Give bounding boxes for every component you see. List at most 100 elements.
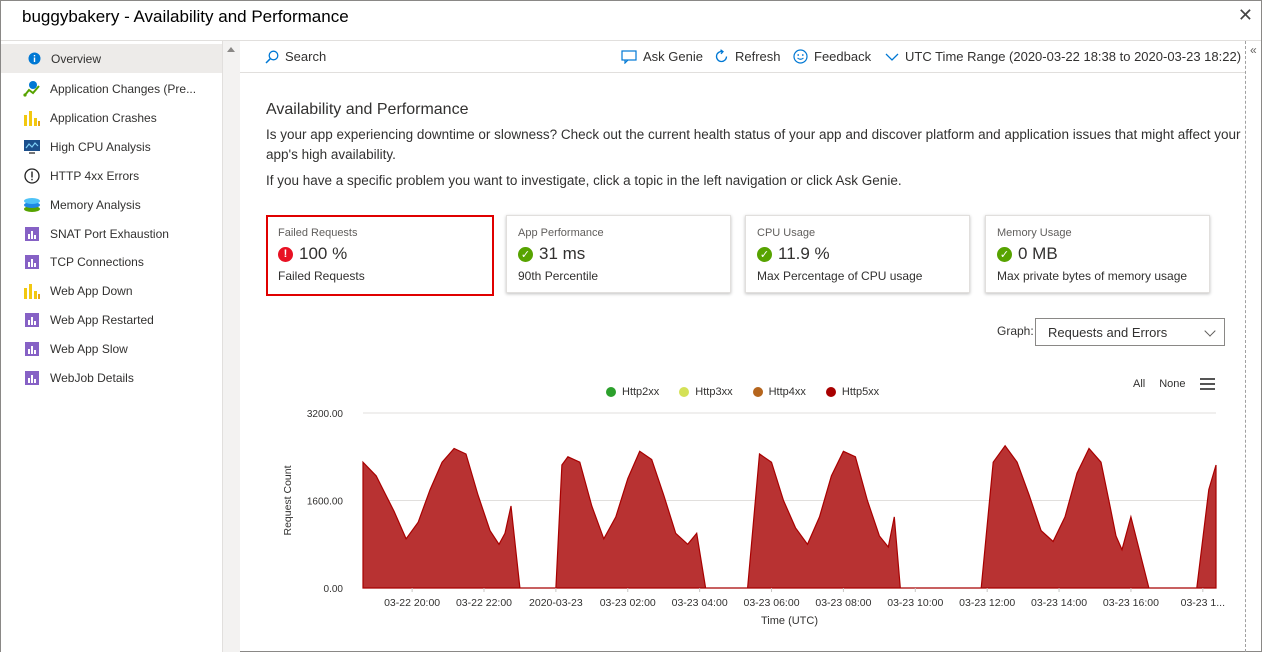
refresh-button[interactable]: Refresh (714, 49, 781, 64)
cpu-usage-card[interactable]: CPU Usage ✓ 11.9 % Max Percentage of CPU … (745, 215, 970, 293)
changes-icon (23, 80, 41, 98)
sidebar-item-label: TCP Connections (50, 254, 144, 269)
chevron-down-icon (1204, 325, 1216, 337)
legend-label: Http5xx (841, 386, 880, 398)
page-instruction: If you have a specific problem you want … (266, 173, 902, 188)
legend-item-http2xx[interactable]: Http2xx (606, 386, 659, 398)
card-value-text: 11.9 % (778, 244, 830, 263)
report-icon (23, 369, 41, 387)
legend-item-http3xx[interactable]: Http3xx (679, 386, 733, 398)
feedback-label: Feedback (814, 49, 872, 64)
legend-item-http4xx[interactable]: Http4xx (752, 386, 806, 398)
app-performance-card[interactable]: App Performance ✓ 31 ms 90th Percentile (506, 215, 731, 293)
bar-chart-icon (23, 282, 41, 300)
check-icon: ✓ (757, 246, 772, 262)
sidebar-item-label: HTTP 4xx Errors (50, 168, 140, 183)
y-axis-label: Request Count (282, 465, 294, 535)
report-icon (23, 311, 41, 329)
legend-dot (679, 387, 690, 397)
select-all-button[interactable]: All (1133, 378, 1146, 390)
time-range-button[interactable]: UTC Time Range (2020-03-22 18:38 to 2020… (885, 49, 1241, 64)
smiley-icon (793, 49, 808, 64)
sidebar-item-label: SNAT Port Exhaustion (50, 226, 169, 241)
card-label: CPU Usage (757, 227, 816, 239)
x-tick-label: 03-23 10:00 (887, 597, 943, 609)
x-axis-label: Time (UTC) (761, 615, 818, 627)
card-sub: 90th Percentile (518, 269, 599, 283)
scroll-up-icon[interactable] (227, 47, 235, 52)
card-label: Failed Requests (278, 227, 358, 239)
graph-label: Graph: (997, 324, 1034, 338)
card-label: Memory Usage (997, 227, 1072, 239)
failed-requests-card[interactable]: Failed Requests ! 100 % Failed Requests (266, 215, 494, 296)
ask-genie-button[interactable]: Ask Genie (621, 49, 703, 64)
chart-plot: 3200.00 1600.00 0.00 03-22 20:00 03-22 22:00… (282, 409, 1225, 627)
card-value-text: 100 % (299, 244, 348, 263)
ask-genie-label: Ask Genie (643, 49, 703, 64)
card-value: ✓ 0 MB (997, 244, 1058, 264)
check-icon: ✓ (997, 246, 1012, 262)
card-value: ! 100 % (278, 244, 347, 264)
x-tick-label: 03-22 20:00 (384, 597, 440, 609)
sidebar-item-memory-analysis[interactable]: Memory Analysis (1, 190, 222, 219)
memory-usage-card[interactable]: Memory Usage ✓ 0 MB Max private bytes of … (985, 215, 1210, 293)
sidebar-item-web-app-slow[interactable]: Web App Slow (1, 334, 222, 363)
card-value-text: 0 MB (1018, 244, 1058, 263)
legend-dot (825, 387, 836, 397)
double-chevron-left-icon[interactable]: « (1250, 43, 1257, 57)
close-icon[interactable]: ✕ (1237, 5, 1253, 25)
page-description: Is your app experiencing downtime or slo… (266, 127, 1241, 162)
select-none-button[interactable]: None (1159, 378, 1186, 390)
sidebar-item-application-crashes[interactable]: Application Crashes (1, 103, 222, 132)
title-bar: buggybakery - Availability and Performan… (1, 1, 1261, 41)
sidebar-item-label: Overview (51, 51, 102, 66)
report-icon (23, 225, 41, 243)
y-tick-label: 3200.00 (307, 409, 344, 420)
x-tick-label: 03-23 02:00 (600, 597, 656, 609)
card-value: ✓ 31 ms (518, 244, 585, 264)
x-tick-label: 03-23 06:00 (743, 597, 799, 609)
sidebar-item-high-cpu-analysis[interactable]: High CPU Analysis (1, 132, 222, 161)
legend-dot (752, 387, 763, 397)
sidebar-item-web-app-restarted[interactable]: Web App Restarted (1, 305, 222, 334)
feedback-button[interactable]: Feedback (793, 49, 871, 64)
hamburger-menu-icon[interactable] (1199, 378, 1215, 390)
command-bar: Search Ask Genie Refresh Feedback UTC Ti… (240, 41, 1245, 73)
chevron-down-icon (885, 53, 899, 61)
sidebar-item-label: Web App Down (50, 283, 133, 298)
requests-chart: Http2xx Http3xx Http4xx Http5xx All None… (266, 371, 1241, 631)
x-tick-label: 03-23 1... (1181, 597, 1225, 609)
y-tick-label: 0.00 (324, 584, 344, 595)
x-tick-label: 03-23 16:00 (1103, 597, 1159, 609)
search-label: Search (285, 49, 327, 64)
sidebar-item-label: Application Crashes (50, 110, 157, 125)
sidebar-item-snat-port-exhaustion[interactable]: SNAT Port Exhaustion (1, 219, 222, 248)
chart-legend: Http2xx Http3xx Http4xx Http5xx (606, 386, 879, 398)
http5xx-area (362, 444, 1217, 589)
report-icon (23, 340, 41, 358)
graph-dropdown[interactable]: Requests and Errors (1035, 318, 1225, 346)
search-button[interactable]: Search (265, 49, 326, 64)
time-range-label: UTC Time Range (2020-03-22 18:38 to 2020… (905, 49, 1242, 64)
card-sub: Failed Requests (278, 269, 365, 283)
sidebar-item-web-app-down[interactable]: Web App Down (1, 276, 222, 305)
sidebar-item-overview[interactable]: Overview (1, 44, 222, 73)
x-tick-label: 03-22 22:00 (456, 597, 512, 609)
sidebar-item-webjob-details[interactable]: WebJob Details (1, 363, 222, 392)
sidebar-scrollbar[interactable] (223, 41, 240, 652)
x-tick-label: 03-23 04:00 (672, 597, 728, 609)
legend-item-http5xx[interactable]: Http5xx (825, 386, 880, 398)
card-value-text: 31 ms (539, 244, 586, 263)
x-tick-label: 2020-03-23 (529, 597, 583, 609)
sidebar-item-application-changes[interactable]: Application Changes (Pre... (1, 74, 222, 103)
card-label: App Performance (518, 227, 604, 239)
sidebar-item-http-4xx-errors[interactable]: HTTP 4xx Errors (1, 161, 222, 190)
sidebar-item-tcp-connections[interactable]: TCP Connections (1, 247, 222, 276)
sidebar: Overview Application Changes (Pre... App… (1, 41, 223, 652)
y-tick-label: 1600.00 (307, 497, 344, 508)
legend-label: Http4xx (768, 386, 806, 398)
x-tick-label: 03-23 08:00 (815, 597, 871, 609)
check-icon: ✓ (518, 246, 533, 262)
bar-chart-icon (23, 109, 41, 127)
